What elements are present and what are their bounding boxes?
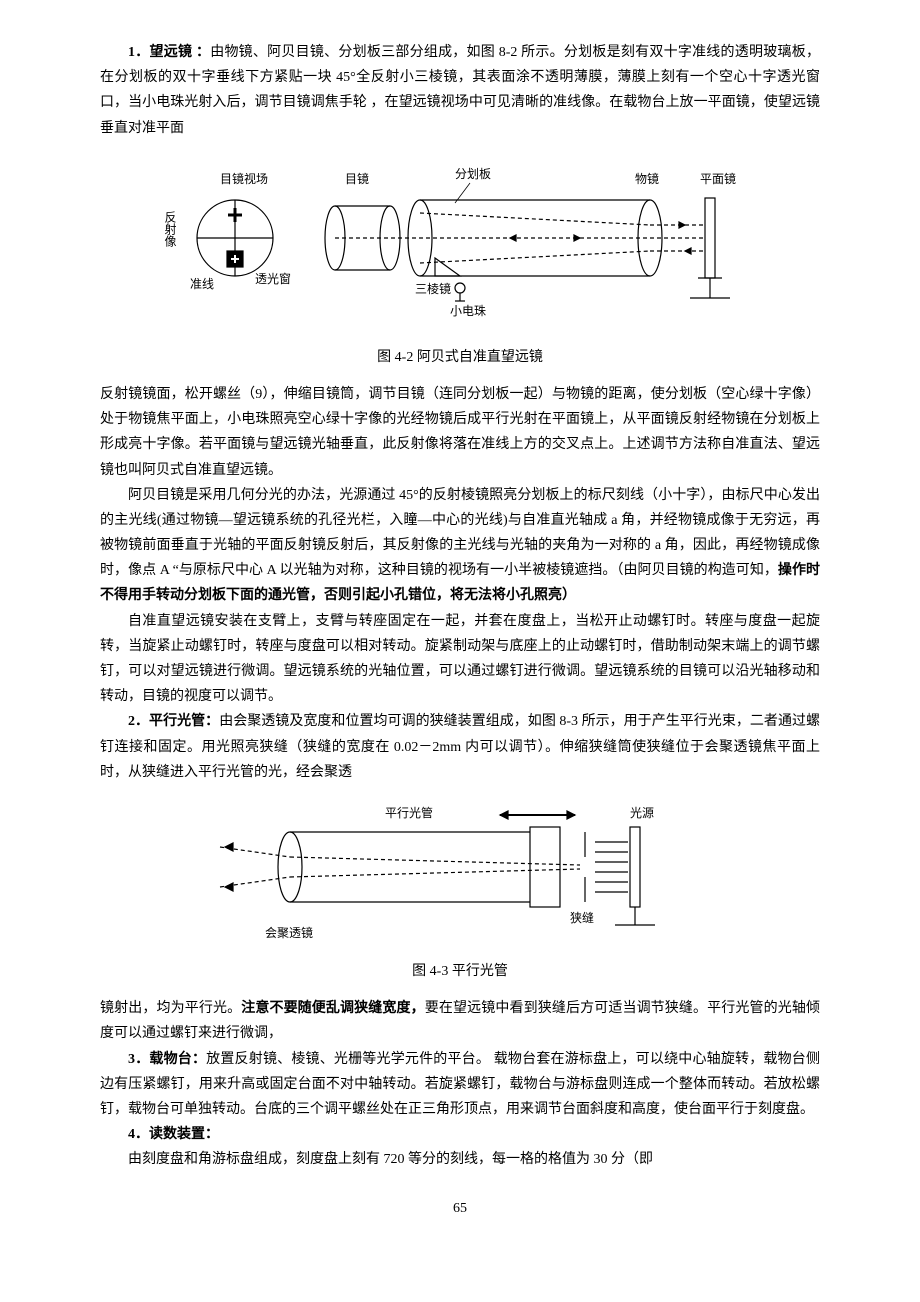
heading-4: 4．读数装置： bbox=[100, 1122, 820, 1147]
heading-1: 1．望远镜 ： bbox=[128, 45, 210, 60]
svg-text:平面镜: 平面镜 bbox=[700, 171, 736, 186]
heading-3: 3．载物台： bbox=[128, 1052, 206, 1067]
para-6: 镜射出，均为平行光。注意不要随便乱调狭缝宽度，要在望远镜中看到狭缝后方可适当调节… bbox=[100, 996, 820, 1046]
caption-4-2: 图 4-2 阿贝式自准直望远镜 bbox=[100, 345, 820, 370]
page-number: 65 bbox=[100, 1196, 820, 1221]
svg-text:透光窗: 透光窗 bbox=[255, 272, 291, 286]
svg-text:小电珠: 小电珠 bbox=[450, 304, 486, 318]
svg-text:平行光管: 平行光管 bbox=[385, 805, 433, 820]
para-collimator: 2．平行光管：由会聚透镜及宽度和位置均可调的狭缝装置组成，如图 8-3 所示，用… bbox=[100, 709, 820, 785]
caption-4-3: 图 4-3 平行光管 bbox=[100, 959, 820, 984]
svg-text:分划板: 分划板 bbox=[455, 167, 491, 181]
text-8: 由刻度盘和角游标盘组成，刻度盘上刻有 720 等分的刻线，每一格的格值为 30 … bbox=[100, 1147, 820, 1172]
heading-2: 2．平行光管： bbox=[128, 714, 219, 729]
figure-4-3: 平行光管 会聚透镜 狭缝 光源 bbox=[100, 797, 820, 947]
collimator-diagram: 平行光管 会聚透镜 狭缝 光源 bbox=[200, 797, 720, 947]
text-6a: 镜射出，均为平行光。 bbox=[100, 1001, 241, 1016]
svg-text:物镜: 物镜 bbox=[635, 171, 659, 186]
svg-text:准线: 准线 bbox=[190, 277, 214, 291]
para-3: 阿贝目镜是采用几何分光的办法，光源通过 45°的反射棱镜照亮分划板上的标尺刻线（… bbox=[100, 483, 820, 609]
para-4: 自准直望远镜安装在支臂上，支臂与转座固定在一起，并套在度盘上，当松开止动螺钉时。… bbox=[100, 609, 820, 710]
telescope-diagram: 目镜视场 反射像 准线 透光窗 目镜 分划板 三棱镜 小电珠 物镜 平面镜 bbox=[160, 153, 760, 333]
svg-text:三棱镜: 三棱镜 bbox=[415, 281, 451, 296]
svg-text:会聚透镜: 会聚透镜 bbox=[265, 925, 313, 940]
para-telescope: 1．望远镜 ：由物镜、阿贝目镜、分划板三部分组成，如图 8-2 所示。分划板是刻… bbox=[100, 40, 820, 141]
svg-text:目镜视场: 目镜视场 bbox=[220, 171, 268, 186]
svg-text:光源: 光源 bbox=[630, 806, 654, 820]
svg-text:狭缝: 狭缝 bbox=[570, 910, 594, 925]
figure-4-2: 目镜视场 反射像 准线 透光窗 目镜 分划板 三棱镜 小电珠 物镜 平面镜 bbox=[100, 153, 820, 333]
text-6-bold: 注意不要随便乱调狭缝宽度， bbox=[241, 1001, 425, 1016]
svg-text:目镜: 目镜 bbox=[345, 171, 369, 186]
para-stage: 3．载物台：放置反射镜、棱镜、光栅等光学元件的平台。 载物台套在游标盘上，可以绕… bbox=[100, 1047, 820, 1123]
svg-text:反射像: 反射像 bbox=[163, 210, 177, 246]
para-2: 反射镜镜面，松开螺丝（9），伸缩目镜筒，调节目镜（连同分划板一起）与物镜的距离，… bbox=[100, 382, 820, 483]
text-3a: 阿贝目镜是采用几何分光的办法，光源通过 45°的反射棱镜照亮分划板上的标尺刻线（… bbox=[100, 488, 820, 579]
text-7: 放置反射镜、棱镜、光栅等光学元件的平台。 载物台套在游标盘上，可以绕中心轴旋转，… bbox=[100, 1052, 820, 1117]
